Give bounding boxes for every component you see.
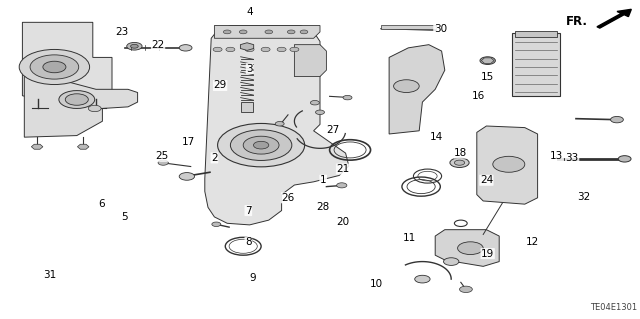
Text: FR.: FR.	[566, 15, 588, 28]
Text: 26: 26	[282, 193, 294, 203]
Circle shape	[290, 47, 299, 52]
Circle shape	[444, 258, 459, 265]
Circle shape	[158, 160, 168, 165]
Text: 6: 6	[98, 198, 104, 209]
Text: 21: 21	[337, 164, 349, 174]
Text: 33: 33	[566, 153, 579, 163]
Text: 30: 30	[434, 24, 447, 34]
Text: 31: 31	[44, 270, 56, 280]
Text: 19: 19	[481, 249, 494, 259]
Polygon shape	[389, 45, 445, 134]
Text: 20: 20	[337, 217, 349, 227]
Text: 5: 5	[122, 212, 128, 222]
Text: 1: 1	[320, 175, 326, 185]
Text: 7: 7	[245, 205, 252, 216]
Circle shape	[458, 242, 483, 255]
Circle shape	[310, 100, 319, 105]
Circle shape	[337, 183, 347, 188]
Polygon shape	[294, 45, 326, 77]
Text: 4: 4	[246, 7, 253, 17]
Circle shape	[394, 80, 419, 93]
Circle shape	[127, 42, 142, 50]
Circle shape	[450, 158, 469, 167]
Circle shape	[179, 173, 195, 180]
Circle shape	[618, 156, 631, 162]
Polygon shape	[22, 22, 112, 99]
Circle shape	[212, 222, 221, 226]
Polygon shape	[435, 230, 499, 266]
Text: 18: 18	[454, 148, 467, 158]
Text: 12: 12	[526, 237, 539, 248]
Circle shape	[265, 30, 273, 34]
Circle shape	[218, 123, 305, 167]
Text: 14: 14	[430, 132, 443, 142]
Bar	[202, 5, 557, 309]
Circle shape	[226, 47, 235, 52]
Text: 27: 27	[326, 125, 339, 135]
Circle shape	[243, 136, 279, 154]
Circle shape	[287, 30, 295, 34]
Text: 8: 8	[245, 237, 252, 248]
Text: 15: 15	[481, 71, 494, 82]
Text: 10: 10	[370, 279, 383, 289]
Text: 22: 22	[152, 40, 164, 50]
Circle shape	[43, 61, 66, 73]
FancyArrow shape	[597, 9, 631, 28]
Bar	[122, 30, 205, 57]
Circle shape	[239, 30, 247, 34]
Polygon shape	[24, 77, 138, 137]
Polygon shape	[77, 144, 89, 149]
Text: 3: 3	[246, 63, 253, 74]
Bar	[512, 33, 560, 96]
Circle shape	[223, 30, 231, 34]
Circle shape	[277, 47, 286, 52]
Circle shape	[245, 47, 254, 52]
Circle shape	[253, 141, 269, 149]
Polygon shape	[214, 26, 320, 38]
Text: 28: 28	[317, 202, 330, 212]
Circle shape	[275, 122, 284, 126]
Circle shape	[230, 130, 292, 160]
Circle shape	[30, 55, 79, 79]
Circle shape	[65, 94, 88, 105]
Circle shape	[343, 95, 352, 100]
Circle shape	[415, 275, 430, 283]
Circle shape	[300, 30, 308, 34]
Circle shape	[454, 160, 465, 165]
Text: TE04E1301: TE04E1301	[589, 303, 637, 312]
Text: 17: 17	[182, 137, 195, 147]
Circle shape	[131, 44, 138, 48]
Text: 25: 25	[156, 151, 168, 161]
Polygon shape	[205, 26, 349, 225]
Bar	[515, 31, 557, 37]
Text: 2: 2	[211, 153, 218, 163]
Polygon shape	[31, 144, 43, 149]
Circle shape	[480, 57, 495, 64]
Text: 13: 13	[550, 151, 563, 161]
Text: 9: 9	[250, 272, 256, 283]
Circle shape	[493, 156, 525, 172]
Circle shape	[179, 45, 192, 51]
Polygon shape	[241, 43, 253, 50]
Polygon shape	[481, 58, 494, 63]
Circle shape	[460, 286, 472, 293]
Text: 23: 23	[115, 27, 128, 37]
Circle shape	[59, 91, 95, 108]
Circle shape	[213, 47, 222, 52]
Text: 11: 11	[403, 233, 416, 243]
Polygon shape	[477, 126, 538, 204]
Text: 16: 16	[472, 91, 485, 101]
Bar	[241, 102, 253, 112]
Circle shape	[611, 116, 623, 123]
Circle shape	[19, 49, 90, 85]
Text: 32: 32	[577, 192, 590, 202]
Circle shape	[316, 110, 324, 115]
Bar	[378, 5, 557, 309]
Bar	[381, 25, 436, 29]
Text: 29: 29	[214, 80, 227, 91]
Text: 24: 24	[480, 175, 493, 185]
Circle shape	[261, 47, 270, 52]
Circle shape	[88, 105, 101, 112]
